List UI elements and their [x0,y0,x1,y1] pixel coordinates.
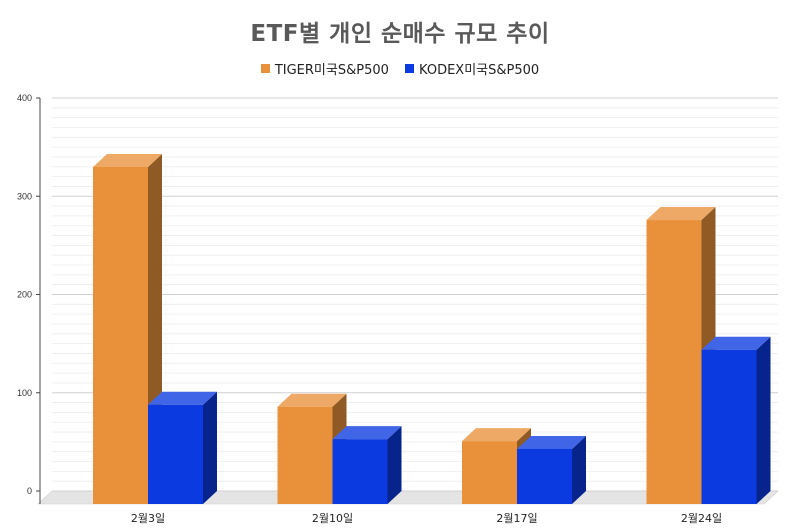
legend-item-kodex: KODEX미국S&P500 [405,59,539,78]
bar [148,404,203,504]
legend-swatch-kodex [405,64,415,73]
bar-top [93,154,162,168]
y-tick-label: 0 [27,486,32,496]
bar [517,448,572,504]
bar [277,406,333,504]
bar [646,220,702,504]
legend-item-tiger: TIGER미국S&P500 [260,59,389,78]
x-tick-label: 2월24일 [681,511,722,525]
legend-label-kodex: KODEX미국S&P500 [419,63,540,78]
bar [332,439,388,504]
bar-top [462,428,531,442]
y-tick-label: 300 [17,191,32,201]
bar-top [277,393,347,407]
bar-side [756,336,771,504]
x-tick-label: 2월17일 [496,511,537,525]
y-tick-label: 400 [17,93,32,103]
legend-label-tiger: TIGER미국S&P500 [274,63,389,78]
x-tick-label: 2월10일 [312,511,353,525]
chart-title: ETF별 개인 순매수 규모 추이 [250,21,550,47]
bar [462,441,517,504]
bar [701,349,757,504]
legend-swatch-tiger [260,64,270,73]
bar [93,167,148,504]
bar-top [701,336,771,350]
bar-top [517,435,586,449]
bar-side [387,426,402,504]
x-tick-label: 2월3일 [131,511,165,525]
bar-side [203,391,217,504]
bar-top [332,426,402,440]
bar-top [646,207,716,221]
y-tick-label: 200 [17,290,32,300]
bar-side [572,435,586,504]
legend: TIGER미국S&P500 KODEX미국S&P500 [0,59,800,78]
bar-top [148,391,217,405]
y-tick-label: 100 [17,388,32,398]
